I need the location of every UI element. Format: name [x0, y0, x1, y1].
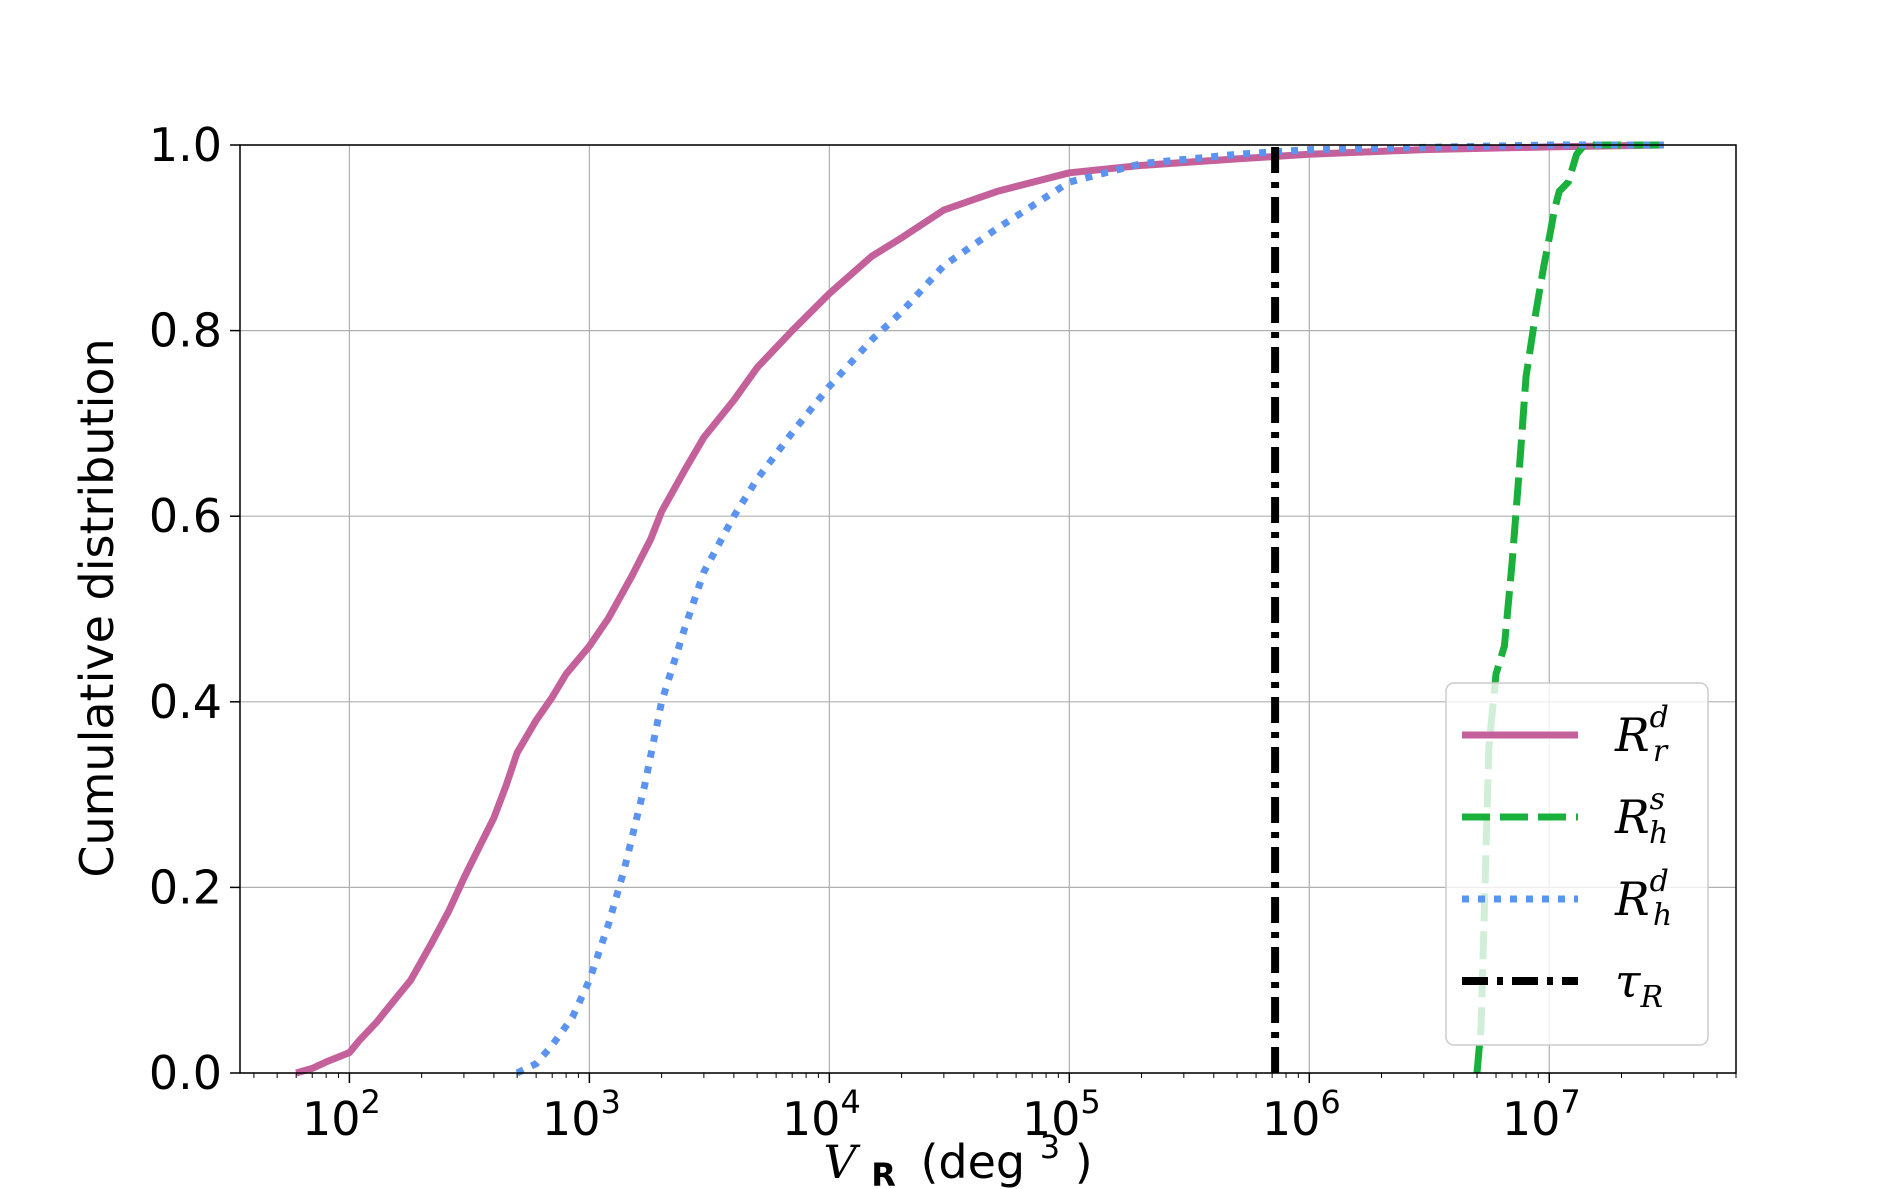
- legend-label-1: Rd r: [1614, 700, 1669, 769]
- x-axis-label-unit: (deg: [920, 1135, 1025, 1189]
- x-axis-label-var: V: [823, 1135, 861, 1189]
- plot-frame: [239, 144, 1737, 1074]
- tick-layer: 0.0 0.2 0.4 0.6 0.8 1.0 102 103 104 105 106 107: [149, 118, 1737, 1146]
- x-axis-label-unit-exp: 3: [1040, 1128, 1060, 1166]
- legend-box: [1445, 682, 1709, 1046]
- y-tick-label: 0.6: [149, 489, 222, 543]
- x-tick-label: 104: [782, 1083, 861, 1146]
- legend-label-2: Rs h: [1614, 782, 1668, 851]
- y-tick-label: 0.4: [149, 675, 222, 729]
- x-tick-label: 102: [302, 1083, 381, 1146]
- x-tick-label: 103: [542, 1083, 621, 1146]
- x-tick-label: 106: [1262, 1083, 1341, 1146]
- legend: Rd r Rs h Rd h τR: [1445, 682, 1709, 1046]
- y-tick-label: 0.0: [149, 1046, 222, 1100]
- series-layer: [295, 141, 1664, 1077]
- y-tick-label: 1.0: [149, 118, 222, 172]
- x-axis-label: V R (deg 3 ): [823, 1115, 1092, 1189]
- y-tick-label: 0.2: [149, 860, 222, 914]
- x-tick-label: 107: [1502, 1083, 1581, 1146]
- legend-label-4: τR: [1615, 954, 1663, 1015]
- x-axis-label-unit-close: ): [1075, 1135, 1093, 1189]
- y-axis-label: Cumulative distribution: [70, 338, 124, 877]
- y-tick-label: 0.8: [149, 304, 222, 358]
- x-axis-label-sub: R: [871, 1156, 896, 1189]
- x-tick-label: 105: [1022, 1083, 1101, 1146]
- legend-label-3: Rd h: [1614, 864, 1672, 933]
- series-line-1: [295, 141, 1664, 1077]
- series-line-2: [1473, 141, 1664, 1074]
